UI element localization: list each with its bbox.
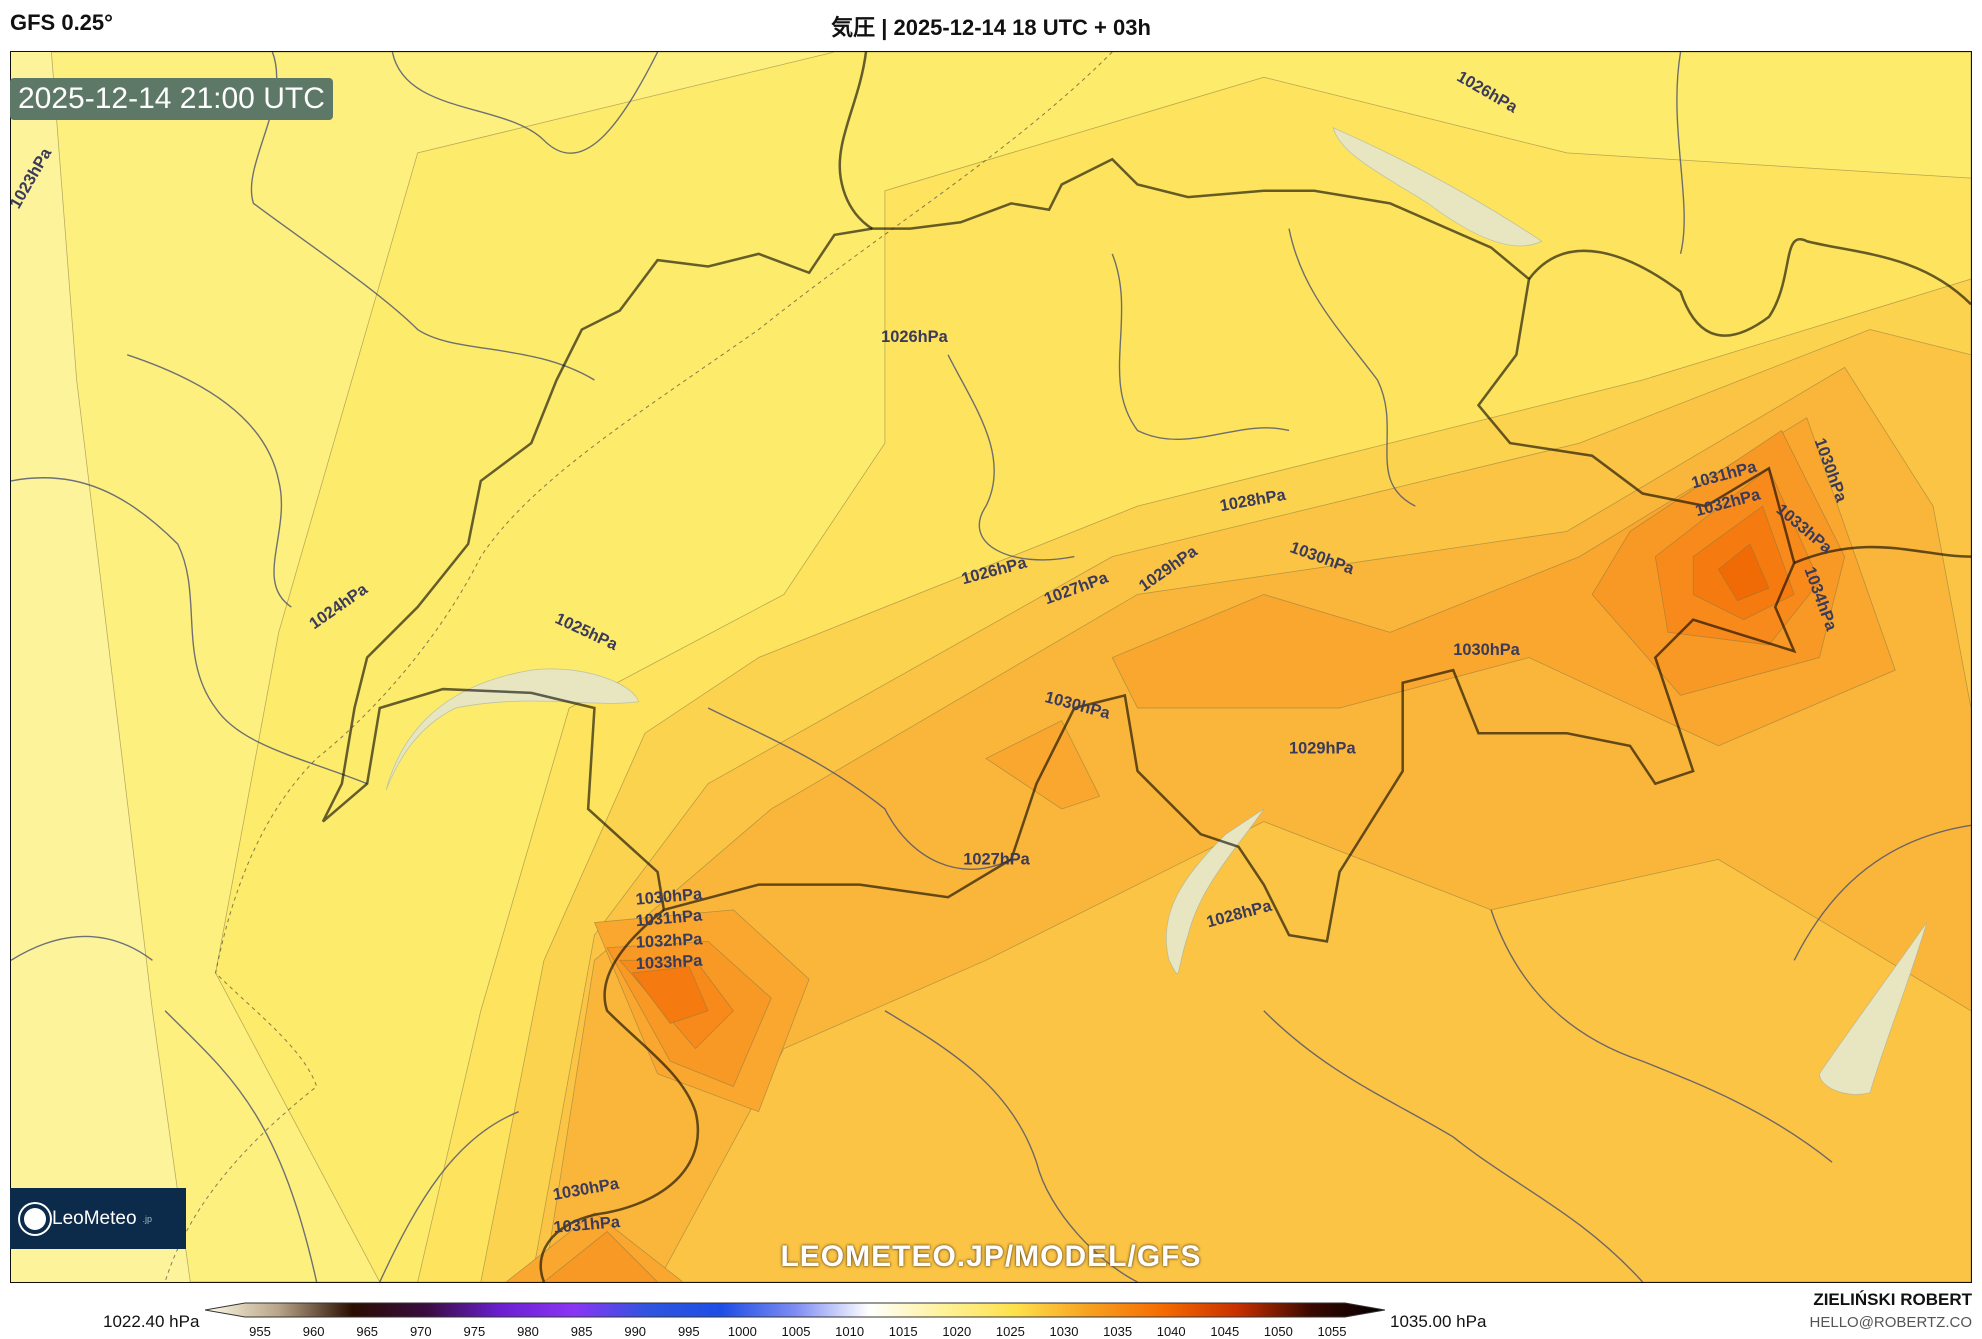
colorbar-tick: 1050 (1263, 1324, 1293, 1339)
lake-constance (1332, 127, 1543, 247)
contour-label: 1033hPa (635, 952, 703, 973)
lake-garda (1819, 922, 1928, 1095)
colorbar-tick: 1055 (1317, 1324, 1347, 1339)
isobar-area-1034 (1717, 543, 1770, 602)
logo-text: LeoMeteo (52, 1207, 137, 1229)
colorbar-tick: 995 (677, 1324, 700, 1339)
lake-geneva (385, 668, 640, 791)
italy-border-sw (539, 908, 700, 1282)
watermark: LEOMETEO.JP/MODEL/GFS (780, 1240, 1202, 1273)
contour-label: 1030hPa (635, 885, 704, 909)
valid-time-badge: 2025-12-14 21:00 UTC (10, 78, 333, 120)
author-email[interactable]: HELLO@ROBERTZ.CO (1809, 1314, 1972, 1331)
colorbar-tick: 1045 (1210, 1324, 1240, 1339)
colorbar-tick: 1035 (1103, 1324, 1133, 1339)
colorbar-tick: 1040 (1156, 1324, 1186, 1339)
map-canvas: 1026hPa 1023hPa 1026hPa 1024hPa 1025hPa … (11, 52, 1971, 1282)
colorbar-tick: 1005 (781, 1324, 811, 1339)
colorbar-tick: 960 (302, 1324, 325, 1339)
colorbar-tick: 1030 (1049, 1324, 1079, 1339)
colorbar-tick: 990 (624, 1324, 647, 1339)
lake-maggiore (1165, 808, 1265, 974)
logo-suffix: .jp (142, 1213, 153, 1224)
colorbar-tick: 1000 (727, 1324, 757, 1339)
author-name: ZIELIŃSKI ROBERT (1813, 1290, 1972, 1309)
contour-label: 1031hPa (635, 906, 704, 930)
germany-austria-border (838, 52, 1971, 565)
contour-label: 1029hPa (1289, 739, 1356, 757)
admin-borders (11, 52, 1971, 1282)
colorbar-tick: 1025 (995, 1324, 1025, 1339)
leometeo-logo[interactable]: LeoMeteo .jp (10, 1188, 186, 1249)
colorbar-tick: 985 (570, 1324, 593, 1339)
switzerland-border (321, 157, 1797, 943)
isobar-area-1030 (985, 720, 1101, 810)
chart-title: 気圧 | 2025-12-14 18 UTC + 03h (831, 15, 1151, 40)
colorbar-tick: 955 (249, 1324, 271, 1339)
colorbar-max-label: 1035.00 hPa (1390, 1312, 1487, 1331)
model-name: GFS 0.25° (10, 10, 113, 35)
contour-label: 1026hPa (881, 328, 948, 346)
france-dotted-border (164, 52, 1113, 1282)
contour-label: 1032hPa (635, 930, 703, 951)
pressure-map[interactable]: 1026hPa 1023hPa 1026hPa 1024hPa 1025hPa … (10, 51, 1972, 1283)
colorbar-tick: 970 (409, 1324, 432, 1339)
colorbar-min-label: 1022.40 hPa (103, 1312, 200, 1331)
colorbar-bar (205, 1302, 1385, 1318)
contour-label: 1030hPa (1453, 641, 1520, 659)
colorbar-tick: 975 (463, 1324, 486, 1339)
colorbar-tick: 980 (517, 1324, 539, 1339)
contour-label: 1031hPa (553, 1213, 622, 1237)
contour-label: 1027hPa (963, 850, 1030, 868)
colorbar-tick: 1015 (888, 1324, 918, 1339)
isobar-area-1033 (631, 966, 709, 1024)
sun-icon (24, 1207, 46, 1230)
colorbar-tick: 1020 (942, 1324, 972, 1339)
colorbar-tick: 965 (356, 1324, 379, 1339)
colorbar (205, 1302, 1385, 1318)
colorbar-tick: 1010 (835, 1324, 865, 1339)
